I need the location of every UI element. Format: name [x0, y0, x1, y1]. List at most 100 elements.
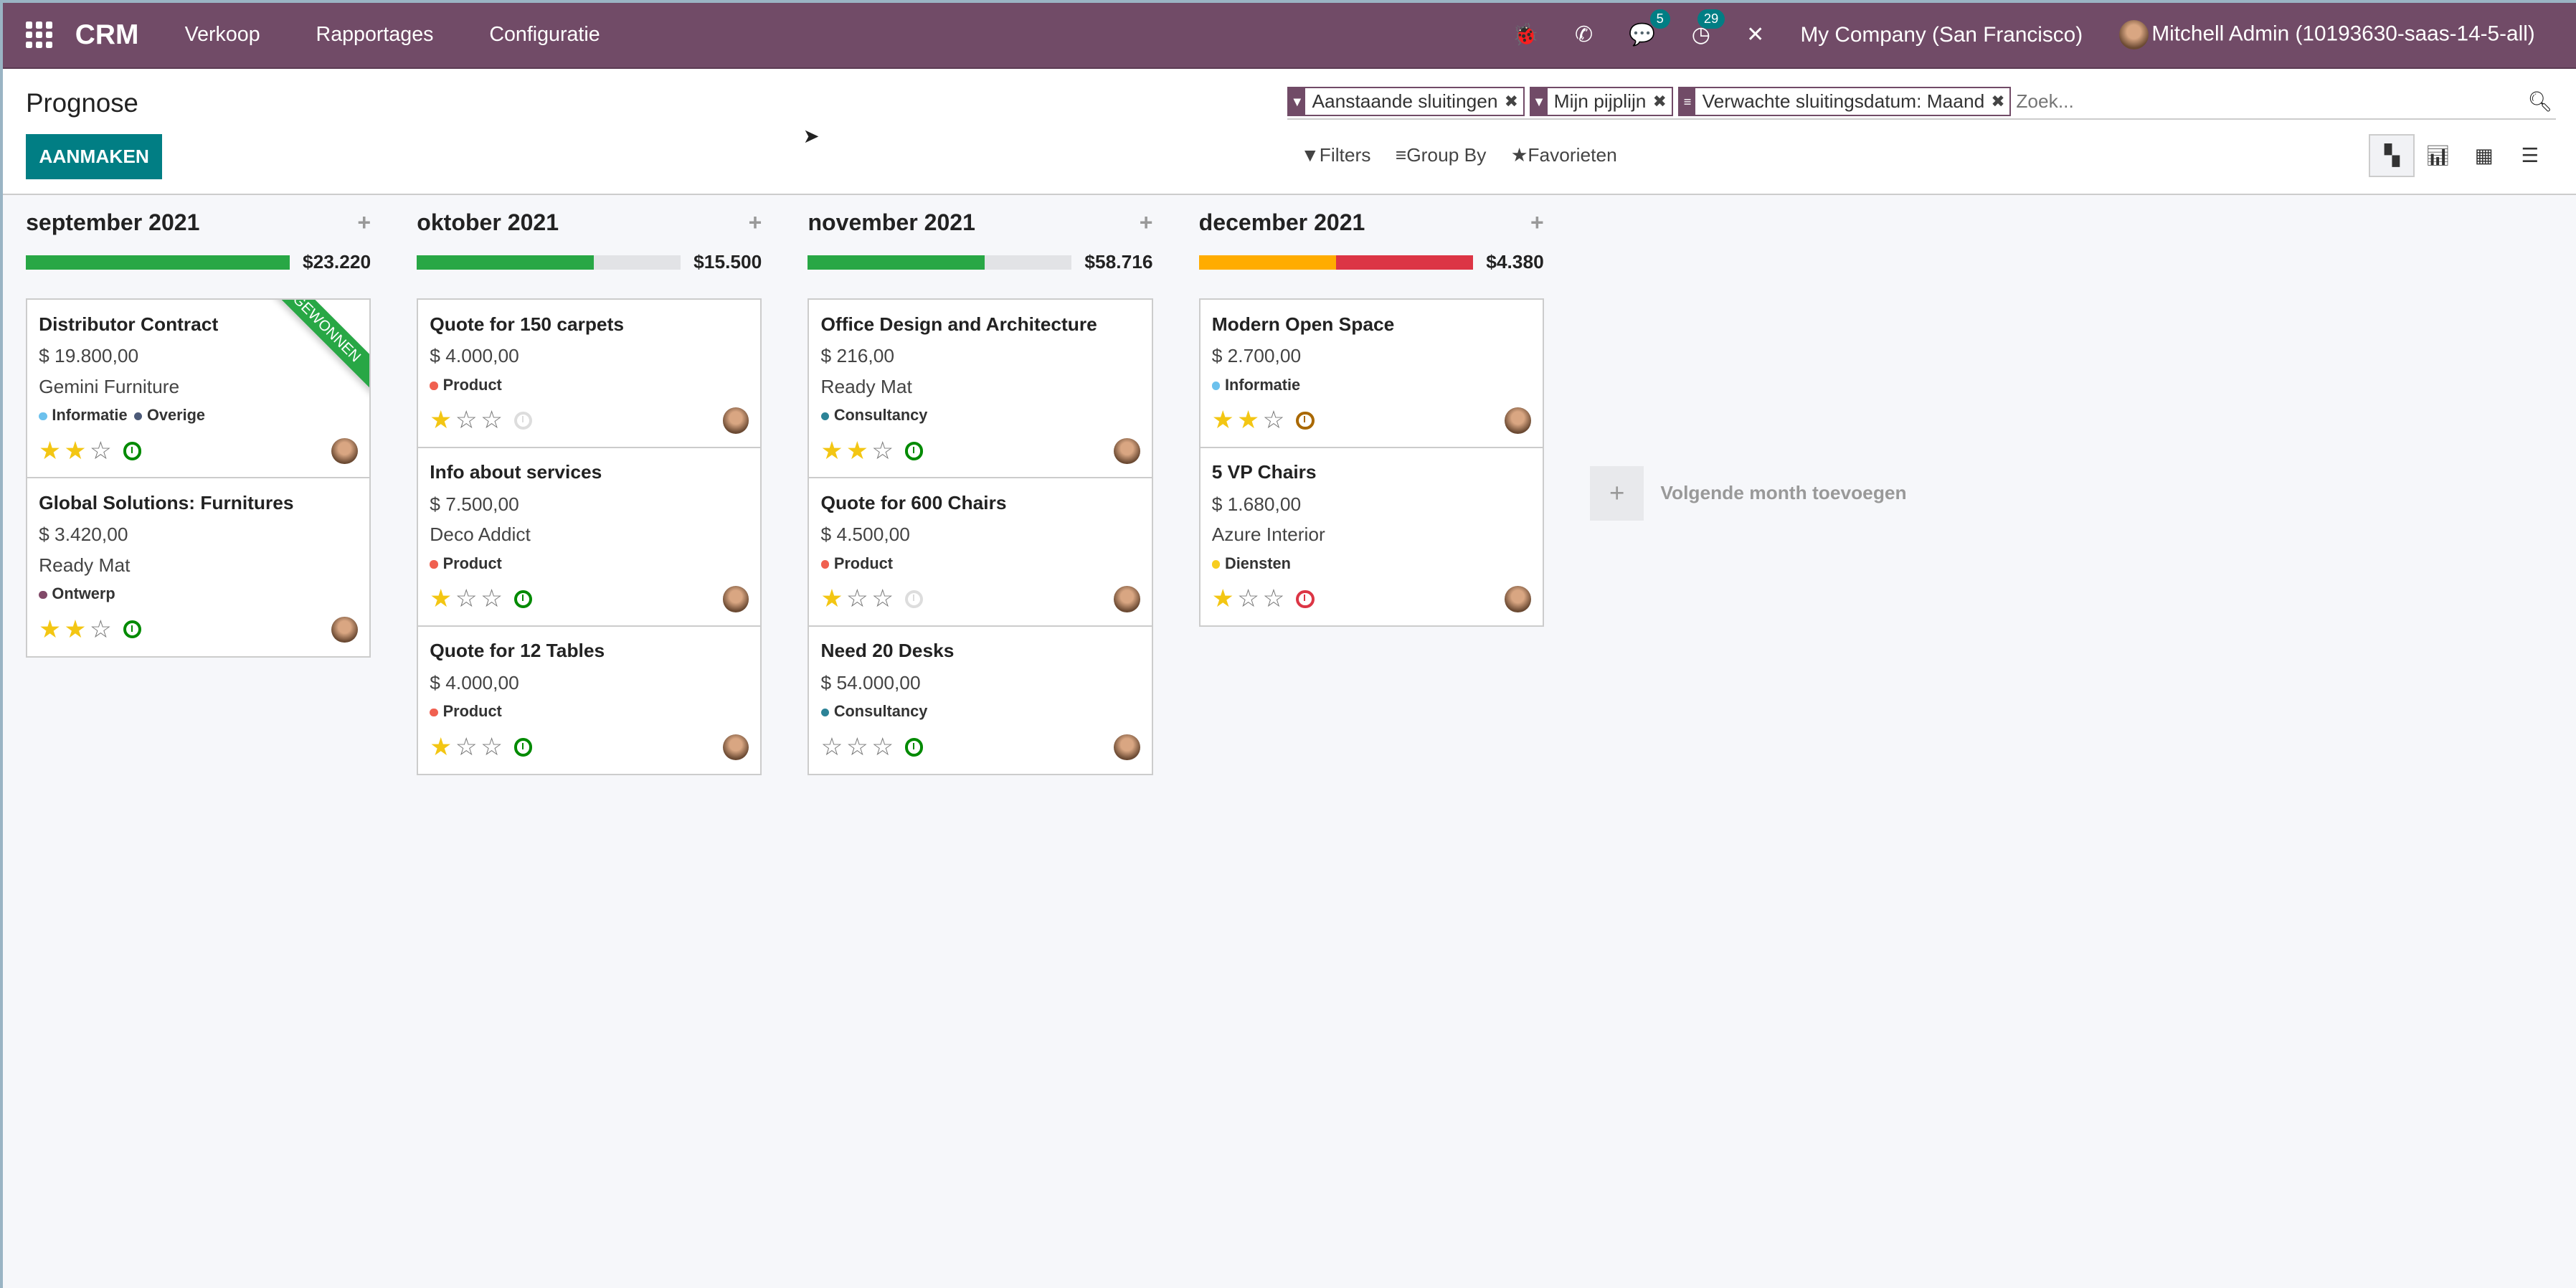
pivot-view-icon[interactable]: ▦ — [2474, 144, 2494, 167]
kanban-view-icon[interactable]: ▚ — [2369, 134, 2415, 177]
view-switcher: ▚ 📊︎ ▦ ☰ — [2369, 134, 2553, 177]
priority-star-icon[interactable]: ★ — [1211, 585, 1234, 613]
progress-segment[interactable] — [1335, 255, 1473, 270]
priority-star-icon[interactable]: ☆ — [871, 437, 894, 465]
salesperson-avatar — [722, 407, 749, 434]
activity-clock-icon[interactable] — [1296, 411, 1315, 430]
activity-clock-icon[interactable] — [513, 589, 533, 608]
priority-star-icon[interactable]: ☆ — [480, 407, 503, 435]
search-facet[interactable]: ▼ Mijn pijplijn ✖ — [1529, 86, 1673, 117]
priority-star-icon[interactable]: ☆ — [455, 585, 478, 613]
search-input[interactable] — [2016, 90, 2528, 113]
progress-segment[interactable] — [808, 255, 985, 270]
priority-star-icon[interactable]: ☆ — [1262, 407, 1285, 435]
priority-star-icon[interactable]: ★ — [430, 733, 453, 761]
menu-rapportages[interactable]: Rapportages — [316, 23, 434, 47]
priority-star-icon[interactable]: ☆ — [1262, 585, 1285, 613]
progress-segment[interactable] — [1198, 255, 1336, 270]
card-name: Need 20 Desks — [820, 640, 955, 662]
kanban-card[interactable]: Info about services $ 7.500,00 Deco Addi… — [417, 446, 762, 628]
remove-facet-icon[interactable]: ✖ — [1652, 92, 1667, 111]
priority-star-icon[interactable]: ☆ — [1237, 585, 1259, 613]
create-button[interactable]: AANMAKEN — [26, 134, 163, 180]
column-progressbar[interactable] — [808, 255, 1072, 270]
priority-star-icon[interactable]: ☆ — [89, 437, 112, 465]
progress-segment[interactable] — [26, 255, 290, 270]
priority-star-icon[interactable]: ★ — [64, 615, 87, 643]
priority-star-icon[interactable]: ☆ — [871, 585, 894, 613]
activity-clock-icon[interactable] — [1296, 589, 1315, 608]
priority-star-icon[interactable]: ☆ — [820, 733, 843, 761]
priority-star-icon[interactable]: ★ — [430, 407, 453, 435]
group-by-dropdown[interactable]: ≡Group By — [1395, 144, 1487, 166]
card-name: Office Design and Architecture — [820, 313, 1097, 335]
activity-clock-icon[interactable] — [905, 738, 924, 757]
activity-clock-icon[interactable] — [513, 411, 533, 430]
remove-facet-icon[interactable]: ✖ — [1991, 92, 2005, 111]
priority-star-icon[interactable]: ☆ — [480, 585, 503, 613]
app-brand[interactable]: CRM — [75, 19, 139, 50]
debug-bug-icon[interactable]: 🐞 — [1512, 23, 1539, 47]
kanban-card[interactable]: Quote for 12 Tables $ 4.000,00 Product ★… — [417, 625, 762, 775]
priority-star-icon[interactable]: ☆ — [455, 407, 478, 435]
priority-star-icon[interactable]: ★ — [64, 437, 87, 465]
kanban-card[interactable]: Quote for 600 Chairs $ 4.500,00 Product … — [808, 477, 1153, 628]
search-facet[interactable]: ≡ Verwachte sluitingsdatum: Maand ✖ — [1677, 86, 2012, 117]
search-icon[interactable]: 🔍︎ — [2527, 90, 2553, 113]
progress-segment[interactable] — [417, 255, 594, 270]
column-progressbar[interactable] — [26, 255, 290, 270]
priority-star-icon[interactable]: ★ — [820, 585, 843, 613]
priority-star-icon[interactable]: ★ — [39, 615, 61, 643]
add-column-button[interactable]: + Volgende month toevoegen — [1589, 212, 1907, 775]
remove-facet-icon[interactable]: ✖ — [1504, 92, 1518, 111]
activity-clock-icon[interactable] — [905, 442, 924, 460]
phone-icon[interactable]: ✆ — [1575, 23, 1593, 47]
activity-clock-icon[interactable] — [123, 442, 141, 460]
card-name: Global Solutions: Furnitures — [39, 491, 294, 513]
menu-verkoop[interactable]: Verkoop — [184, 23, 260, 47]
activity-clock-icon[interactable] — [123, 620, 141, 639]
user-menu[interactable]: Mitchell Admin (10193630-saas-14-5-all) — [2118, 20, 2535, 50]
kanban-card[interactable]: Modern Open Space $ 2.700,00 Informatie … — [1198, 298, 1544, 449]
search-facet[interactable]: ▼ Aanstaande sluitingen ✖ — [1287, 86, 1525, 117]
priority-star-icon[interactable]: ☆ — [455, 733, 478, 761]
kanban-card[interactable]: Need 20 Desks $ 54.000,00 Consultancy ☆ ☆… — [808, 625, 1153, 775]
quick-create-plus-icon[interactable]: + — [1139, 209, 1153, 236]
quick-create-plus-icon[interactable]: + — [357, 209, 371, 236]
plus-icon[interactable]: + — [1589, 465, 1644, 521]
priority-star-icon[interactable]: ☆ — [871, 733, 894, 761]
tools-icon[interactable]: ✕ — [1746, 23, 1765, 47]
priority-star-icon[interactable]: ★ — [1237, 407, 1259, 435]
graph-view-icon[interactable]: 📊︎ — [2425, 144, 2450, 167]
activity-clock-icon[interactable] — [513, 738, 533, 757]
quick-create-plus-icon[interactable]: + — [748, 209, 762, 236]
quick-create-plus-icon[interactable]: + — [1530, 209, 1544, 236]
favorites-dropdown[interactable]: ★Favorieten — [1510, 144, 1617, 166]
list-view-icon[interactable]: ☰ — [2521, 144, 2539, 167]
kanban-card[interactable]: Quote for 150 carpets $ 4.000,00 Product… — [417, 298, 762, 449]
messages-icon[interactable]: 💬 5 — [1629, 9, 1670, 47]
filters-dropdown[interactable]: ▼Filters — [1300, 144, 1371, 166]
priority-star-icon[interactable]: ★ — [1211, 407, 1234, 435]
kanban-card[interactable]: 5 VP Chairs $ 1.680,00 Azure Interior Di… — [1198, 446, 1544, 628]
card-amount: $ 3.420,00 — [39, 524, 128, 546]
column-progressbar[interactable] — [1198, 255, 1473, 270]
column-progressbar[interactable] — [417, 255, 681, 270]
activity-clock-icon[interactable] — [905, 589, 924, 608]
priority-star-icon[interactable]: ☆ — [846, 585, 868, 613]
priority-star-icon[interactable]: ★ — [846, 437, 868, 465]
priority-star-icon[interactable]: ☆ — [480, 733, 503, 761]
priority-star-icon[interactable]: ★ — [820, 437, 843, 465]
kanban-card[interactable]: Office Design and Architecture $ 216,00 … — [808, 298, 1153, 479]
priority-star-icon[interactable]: ☆ — [846, 733, 868, 761]
kanban-card[interactable]: Global Solutions: Furnitures $ 3.420,00 … — [26, 477, 371, 658]
priority-star-icon[interactable]: ☆ — [89, 615, 112, 643]
salesperson-avatar — [1505, 407, 1531, 434]
company-switcher[interactable]: My Company (San Francisco) — [1800, 22, 2083, 47]
kanban-card[interactable]: GEWONNEN Distributor Contract $ 19.800,0… — [26, 298, 371, 479]
activities-clock-icon[interactable]: ◷ 29 — [1692, 9, 1725, 47]
priority-star-icon[interactable]: ★ — [430, 585, 453, 613]
menu-configuratie[interactable]: Configuratie — [489, 23, 600, 47]
apps-menu-icon[interactable] — [26, 22, 52, 49]
priority-star-icon[interactable]: ★ — [39, 437, 61, 465]
